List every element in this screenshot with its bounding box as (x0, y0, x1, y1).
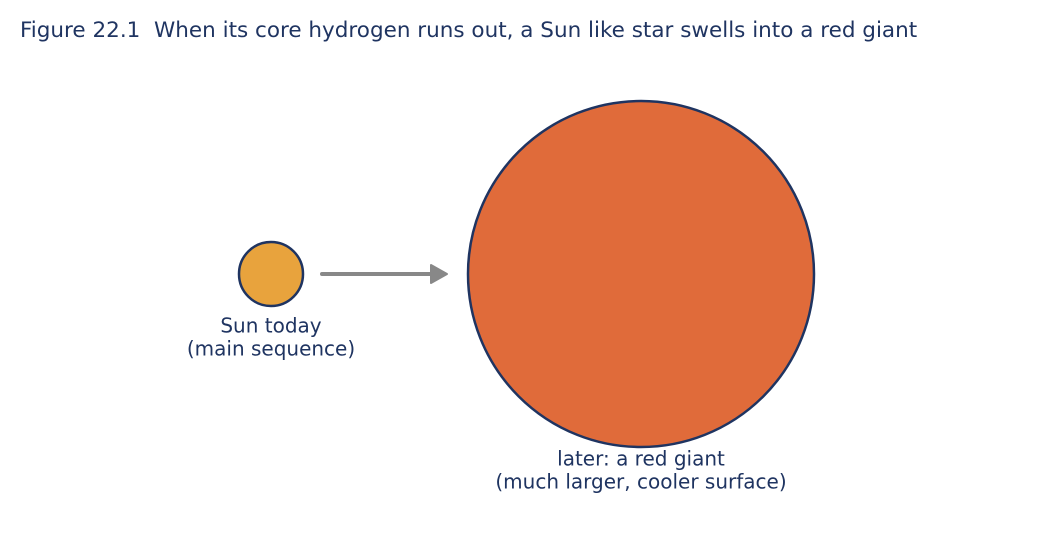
node-label: (much larger, cooler surface) (495, 470, 786, 494)
sun-today (237, 240, 305, 308)
figure-title: Figure 22.1 When its core hydrogen runs … (20, 18, 917, 43)
node-label: (main sequence) (187, 337, 355, 361)
arrow-head (430, 264, 448, 284)
red-giant (466, 99, 816, 449)
node-label: Sun today (220, 314, 321, 338)
node-label: later: a red giant (557, 447, 725, 471)
